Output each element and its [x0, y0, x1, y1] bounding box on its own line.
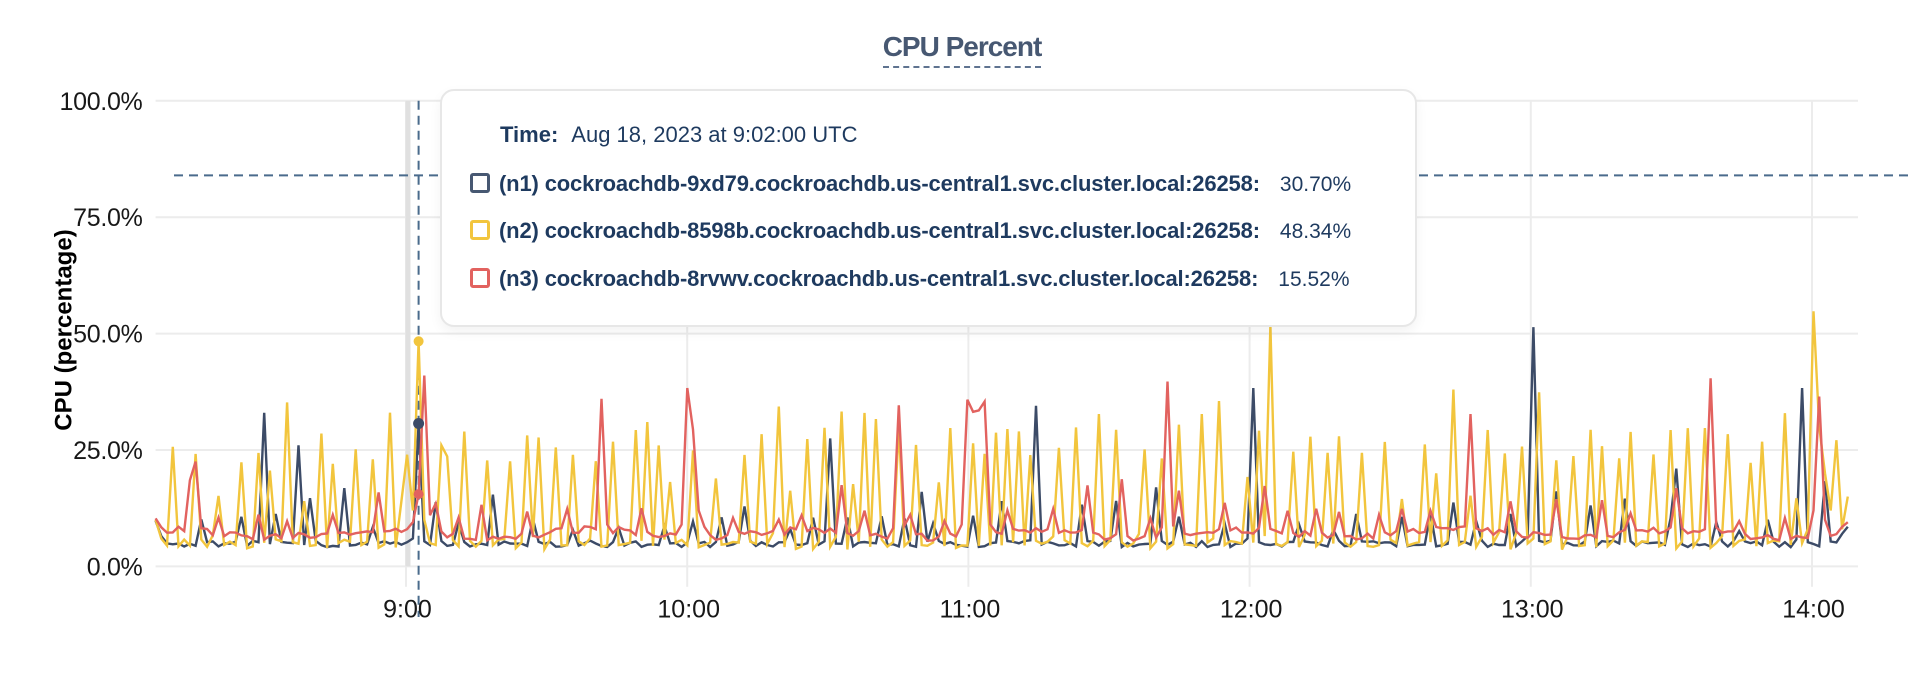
svg-text:10:00: 10:00 — [657, 596, 720, 624]
svg-text:12:00: 12:00 — [1220, 596, 1283, 624]
svg-text:9:00: 9:00 — [383, 596, 432, 624]
svg-text:100.0%: 100.0% — [60, 88, 143, 116]
svg-text:50.0%: 50.0% — [73, 321, 142, 349]
svg-text:CPU (percentage): CPU (percentage) — [51, 229, 78, 430]
svg-text:0.0%: 0.0% — [87, 553, 143, 581]
svg-text:25.0%: 25.0% — [73, 437, 142, 465]
svg-text:13:00: 13:00 — [1501, 596, 1564, 624]
svg-text:75.0%: 75.0% — [73, 204, 142, 232]
svg-text:14:00: 14:00 — [1782, 596, 1845, 624]
svg-text:11:00: 11:00 — [940, 596, 1001, 624]
